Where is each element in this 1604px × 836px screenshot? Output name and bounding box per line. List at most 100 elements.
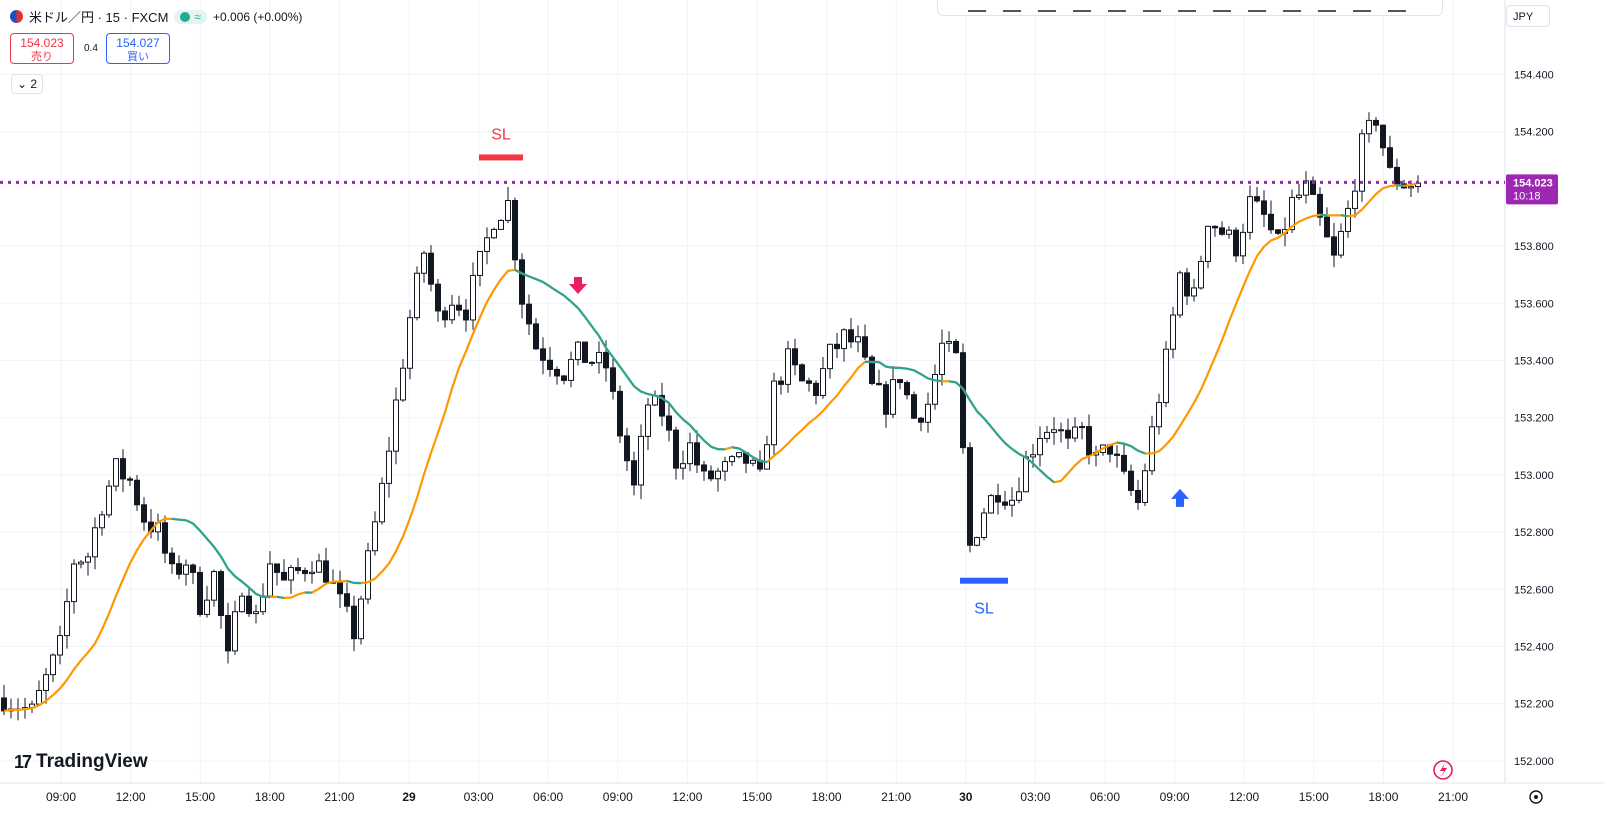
moving-average-down-segment [920,373,929,380]
candle-body [71,563,77,603]
candle-body [708,470,714,480]
buy-button[interactable]: 154.027 買い [106,33,170,64]
moving-average-down-segment [241,580,250,589]
ray-tool-icon[interactable] [1073,0,1091,12]
moving-average-down-segment [997,434,1006,444]
candle-body [806,380,812,384]
note-tool-icon[interactable] [1283,0,1301,12]
candle-body [876,382,882,386]
candle-body [407,317,413,369]
candle-body [1177,272,1183,316]
moving-average-down-segment [654,394,663,400]
time-tick-label: 03:00 [1020,790,1050,804]
candle-body [855,336,861,343]
candle-body [267,563,273,597]
candle-body [57,635,63,656]
candle-body [302,569,308,575]
candle-body [1009,499,1015,506]
time-tick-label: 18:00 [1368,790,1398,804]
candle-body [1240,231,1246,257]
lightning-icon[interactable] [1433,760,1453,780]
candle-body [491,228,497,239]
candle-body [316,560,322,573]
eraser-tool-icon[interactable] [1353,0,1371,12]
moving-average-down-segment [927,377,936,382]
moving-average-down-segment [626,375,635,387]
moving-average-down-segment [591,325,600,337]
indicators-toggle[interactable]: ⌄ 2 [11,74,44,94]
candle-body [785,348,791,385]
moving-average-down-segment [1004,442,1013,450]
candle-body [988,495,994,514]
candle-body [106,485,112,516]
moving-average-down-segment [633,385,642,393]
candle-body [120,458,126,480]
candle-body [113,458,119,487]
moving-average-down-segment [661,397,670,405]
candle-body [918,417,924,423]
candle-body [400,367,406,401]
sell-button[interactable]: 154.023 売り [10,33,74,64]
candle-body [596,351,602,364]
candle-body [456,304,462,311]
candle-body [568,359,574,381]
time-tick-label: 09:00 [603,790,633,804]
date-range-tool-icon[interactable] [1248,0,1266,12]
time-tick-label: 06:00 [1090,790,1120,804]
moving-average-down-segment [969,399,978,412]
time-tick-label: 15:00 [1299,790,1329,804]
candle-body [176,563,182,575]
moving-average-down-segment [1039,469,1048,478]
candle-body [92,527,98,558]
candle-body [386,450,392,484]
currency-select[interactable]: JPY [1506,5,1550,27]
pen-tool-icon[interactable] [1178,0,1196,12]
candle-body [197,571,203,615]
moving-average-down-segment [1123,442,1132,448]
candle-body [547,359,553,370]
symbol-title[interactable]: 米ドル／円 · 15 · FXCM [29,10,169,25]
moving-average-down-segment [759,459,768,464]
brush-tool-icon[interactable] [1108,0,1126,12]
candle-body [1345,207,1351,232]
horizontal-line-tool-icon[interactable] [968,0,986,12]
moving-average-down-segment [752,456,761,462]
candle-body [666,415,672,431]
settings-gear-icon[interactable] [1529,790,1543,804]
candle-body [932,374,938,405]
moving-average-down-segment [171,517,180,521]
settings-tool-icon[interactable] [1388,0,1406,12]
candle-body [1030,454,1036,458]
trend-line-tool-icon[interactable] [1038,0,1056,12]
candle-body [519,259,525,305]
time-tick-label: 09:00 [46,790,76,804]
buy-price: 154.027 [116,36,160,50]
moving-average-down-segment [255,592,264,598]
rectangle-tool-icon[interactable] [1003,0,1021,12]
moving-average-down-segment [234,575,243,583]
price-tick-label: 153.200 [1514,413,1554,425]
arrow-up-tool-icon[interactable] [1318,0,1336,12]
candle-body [799,364,805,382]
time-tick-label: 29 [402,790,416,804]
market-status-pill[interactable]: ≈ [174,9,207,24]
moving-average-down-segment [738,447,747,454]
candle-body [603,351,609,369]
candle-body [162,522,168,554]
candle-body [904,382,910,396]
moving-average-down-segment [731,446,740,450]
time-tick-label: 21:00 [881,790,911,804]
moving-average-down-segment [192,522,201,532]
candle-body [1135,489,1141,504]
path-tool-icon[interactable] [1143,0,1161,12]
moving-average-down-segment [640,390,649,396]
candle-body [974,537,980,546]
price-range-tool-icon[interactable] [1213,0,1231,12]
candle-body [624,435,630,462]
price-tick-label: 154.200 [1514,127,1554,139]
time-tick-label: 15:00 [185,790,215,804]
moving-average-down-segment [563,294,572,303]
candle-body [190,564,196,573]
candle-body [911,394,917,419]
